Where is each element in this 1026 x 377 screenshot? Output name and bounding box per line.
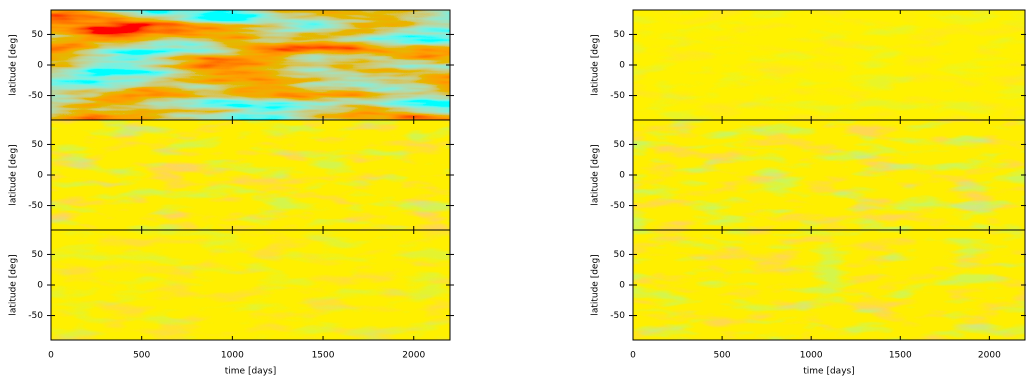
x-tick-label: 1000	[800, 351, 823, 361]
panel: -50 0 50 latitude [deg]	[591, 9, 1026, 121]
y-tick-label: -50	[28, 201, 43, 211]
y-tick-label: -50	[610, 201, 625, 211]
y-tick-label: 50	[614, 250, 626, 260]
heatmap-texture	[51, 230, 450, 340]
y-axis-label: latitude [deg]	[591, 254, 601, 315]
x-tick-label: 500	[713, 351, 730, 361]
x-tick-label: 0	[48, 351, 54, 361]
panel: -50 0 50 latitude [deg]	[9, 119, 454, 231]
heatmap-texture	[633, 230, 1025, 340]
x-tick-label: 1500	[889, 351, 912, 361]
heatmap-texture	[633, 120, 1025, 230]
x-tick-label: 500	[133, 351, 150, 361]
y-tick-label: 0	[619, 171, 625, 181]
heatmap	[633, 120, 1025, 230]
y-axis-label: latitude [deg]	[9, 254, 19, 315]
heatmap	[51, 230, 450, 340]
x-tick-label: 1000	[221, 351, 244, 361]
y-axis-label: latitude [deg]	[9, 144, 19, 205]
heatmap-texture	[633, 10, 1025, 120]
panel: -50 0 50 latitude [deg]	[9, 9, 454, 121]
y-tick-label: 50	[32, 30, 44, 40]
y-axis-label: latitude [deg]	[591, 34, 601, 95]
x-tick-label: 0	[630, 351, 636, 361]
heatmap-texture	[51, 120, 450, 230]
heatmap	[51, 120, 450, 230]
heatmap-texture	[51, 10, 450, 120]
y-tick-label: 0	[619, 281, 625, 291]
y-tick-label: 50	[32, 250, 44, 260]
x-tick-label: 2000	[402, 351, 425, 361]
x-tick-label: 1500	[312, 351, 335, 361]
y-tick-label: 0	[37, 61, 43, 71]
y-tick-label: -50	[610, 311, 625, 321]
heatmap	[633, 10, 1025, 120]
y-tick-label: 50	[32, 140, 44, 150]
heatmap	[633, 230, 1025, 340]
y-tick-label: -50	[28, 91, 43, 101]
y-tick-label: 0	[37, 171, 43, 181]
y-tick-label: 50	[614, 140, 626, 150]
y-tick-label: 0	[37, 281, 43, 291]
y-axis-label: latitude [deg]	[9, 34, 19, 95]
y-tick-label: -50	[610, 91, 625, 101]
heatmap	[51, 10, 450, 120]
x-axis-label: time [days]	[225, 367, 276, 377]
y-tick-label: -50	[28, 311, 43, 321]
y-axis-label: latitude [deg]	[591, 144, 601, 205]
x-tick-label: 2000	[978, 351, 1001, 361]
y-tick-label: 0	[619, 61, 625, 71]
y-tick-label: 50	[614, 30, 626, 40]
panel: -50 0 50 latitude [deg]	[591, 119, 1026, 231]
x-axis-label: time [days]	[803, 367, 854, 377]
